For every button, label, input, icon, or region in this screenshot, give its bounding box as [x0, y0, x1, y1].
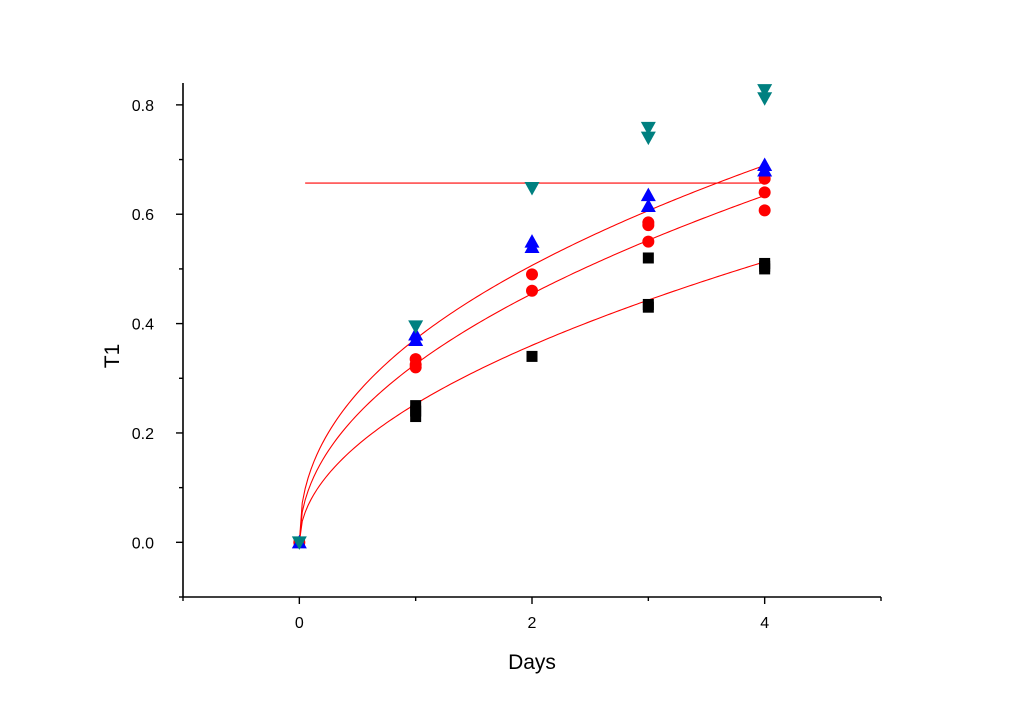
triangle-down-marker	[524, 181, 540, 196]
triangle-down-marker	[757, 92, 773, 106]
fit-curve	[298, 164, 765, 543]
y-axis-title: T1	[101, 344, 124, 369]
x-axis-title: Days	[508, 651, 556, 674]
circle-marker	[526, 268, 538, 281]
triangle-down-marker	[291, 536, 307, 550]
circle-marker	[642, 219, 655, 232]
square-marker	[759, 263, 771, 275]
triangle-up-marker	[640, 187, 656, 202]
y-tick-label: 0.4	[132, 317, 154, 334]
circle-marker	[758, 204, 771, 217]
square-marker	[642, 252, 654, 264]
x-tick-label: 2	[528, 615, 537, 632]
x-tick-label: 0	[295, 615, 304, 632]
triangle-up-marker	[408, 332, 424, 346]
triangle-up-marker	[757, 162, 773, 177]
circle-marker	[642, 235, 655, 248]
triangle-up-marker	[524, 239, 540, 254]
triangle-down-marker	[640, 131, 656, 146]
circle-marker	[758, 186, 771, 199]
triangle-up-marker	[640, 198, 656, 213]
fit-curve	[298, 261, 765, 543]
data-points	[291, 84, 773, 550]
axis-ticks: 0 2 4 0.0 0.2 0.4 0.6 0.8	[132, 98, 882, 632]
y-tick-label: 0.6	[132, 207, 154, 224]
square-marker	[526, 350, 538, 362]
y-tick-label: 0.0	[132, 535, 154, 552]
square-marker	[410, 411, 422, 423]
triangle-down-marker	[408, 320, 424, 334]
y-tick-label: 0.2	[132, 426, 154, 443]
x-tick-label: 4	[760, 615, 769, 632]
triangle-down-marker	[757, 84, 773, 98]
circle-marker	[409, 361, 422, 374]
triangle-down-marker	[640, 121, 656, 136]
fit-curves	[298, 164, 765, 543]
square-marker	[642, 301, 654, 313]
circle-marker	[526, 284, 538, 297]
y-tick-label: 0.8	[132, 98, 154, 115]
